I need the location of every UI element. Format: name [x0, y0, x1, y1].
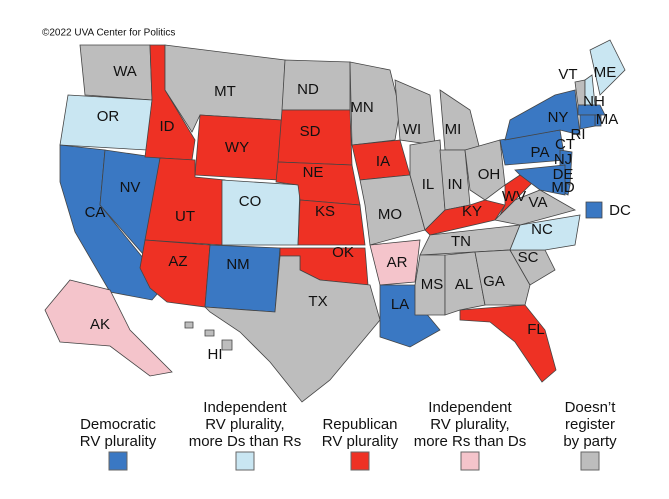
- state-label: AR: [387, 254, 408, 271]
- state-label: VT: [558, 66, 577, 83]
- state-label: KS: [315, 203, 335, 220]
- state-label: IL: [422, 176, 435, 193]
- state-label: WV: [502, 188, 526, 205]
- state-label: SC: [518, 249, 539, 266]
- state: [474, 249, 531, 306]
- legend-label: Doesn’t: [565, 399, 617, 416]
- legend-label: register: [565, 416, 615, 433]
- state-label: NC: [531, 221, 553, 238]
- legend-label: Democratic: [80, 416, 156, 433]
- state-label: WI: [403, 121, 421, 138]
- legend-label: Independent: [203, 399, 287, 416]
- state-label: HI: [208, 346, 223, 363]
- legend-label: RV plurality: [322, 433, 399, 450]
- state-label: CO: [239, 193, 262, 210]
- legend-swatch: [108, 451, 128, 471]
- legend-swatch: [460, 451, 480, 471]
- state: [459, 304, 557, 383]
- state-label: CA: [85, 204, 106, 221]
- state-label: AZ: [168, 253, 187, 270]
- state-label: VA: [529, 194, 548, 211]
- state-label: LA: [391, 296, 409, 313]
- legend-label: RV plurality,: [205, 416, 284, 433]
- state-label: NJ: [554, 151, 572, 168]
- legend-label: more Ds than Rs: [189, 433, 302, 450]
- state-label: MT: [214, 83, 236, 100]
- state: [349, 61, 401, 146]
- state: [585, 201, 603, 219]
- state-label: CT: [555, 136, 575, 153]
- legend-label: by party: [563, 433, 617, 450]
- state-label: RI: [571, 126, 586, 143]
- state-label: ND: [297, 81, 319, 98]
- state: [514, 164, 566, 196]
- state: [579, 114, 596, 130]
- state-label: DC: [609, 202, 631, 219]
- state-label: MA: [596, 111, 619, 128]
- state-label: NH: [583, 93, 605, 110]
- state-label: MS: [421, 276, 444, 293]
- state: [297, 199, 366, 246]
- state-label: KY: [462, 203, 482, 220]
- state: [464, 139, 506, 201]
- state-label: OR: [97, 108, 120, 125]
- state: [424, 199, 506, 236]
- legend-label: RV plurality: [80, 433, 157, 450]
- state-label: PA: [531, 144, 550, 161]
- legend-swatch: [580, 451, 600, 471]
- state-label: MO: [378, 206, 402, 223]
- state: [221, 179, 301, 246]
- state-label: DE: [553, 166, 574, 183]
- state-label: NY: [548, 109, 569, 126]
- state-label: GA: [483, 273, 505, 290]
- state-label: IN: [448, 176, 463, 193]
- state: [203, 255, 381, 403]
- state-label: MN: [350, 99, 373, 116]
- state-label: OH: [478, 166, 501, 183]
- legend-swatch: [350, 451, 370, 471]
- credit: ©2022 UVA Center for Politics: [42, 28, 175, 39]
- state: [504, 89, 581, 141]
- state-label: WA: [113, 63, 137, 80]
- state: [577, 104, 606, 116]
- state-label: UT: [175, 208, 195, 225]
- legend-label: Independent: [428, 399, 512, 416]
- state-label: IA: [376, 153, 390, 170]
- state: [414, 254, 446, 316]
- state-label: ME: [594, 64, 617, 81]
- state-label: SD: [300, 123, 321, 140]
- state-label: NM: [226, 256, 249, 273]
- legend-label: Republican: [322, 416, 397, 433]
- state: [369, 239, 421, 286]
- state-label: WY: [225, 139, 249, 156]
- state-label: FL: [527, 321, 545, 338]
- state: [589, 39, 626, 96]
- state-label: NE: [303, 164, 324, 181]
- state-label: AL: [455, 276, 473, 293]
- state-label: MD: [551, 179, 574, 196]
- state: [509, 214, 581, 251]
- state-label: ID: [160, 118, 175, 135]
- state: [359, 174, 426, 246]
- legend-swatch: [235, 451, 255, 471]
- state-label: TX: [308, 293, 327, 310]
- state-label: MI: [445, 121, 462, 138]
- legend-label: more Rs than Ds: [414, 433, 527, 450]
- state-label: TN: [451, 233, 471, 250]
- state-label: NV: [120, 179, 141, 196]
- state: [444, 251, 486, 316]
- state: [184, 321, 233, 351]
- state-label: AK: [90, 316, 110, 333]
- legend-label: RV plurality,: [430, 416, 509, 433]
- state-label: OK: [332, 244, 354, 261]
- state: [44, 279, 173, 377]
